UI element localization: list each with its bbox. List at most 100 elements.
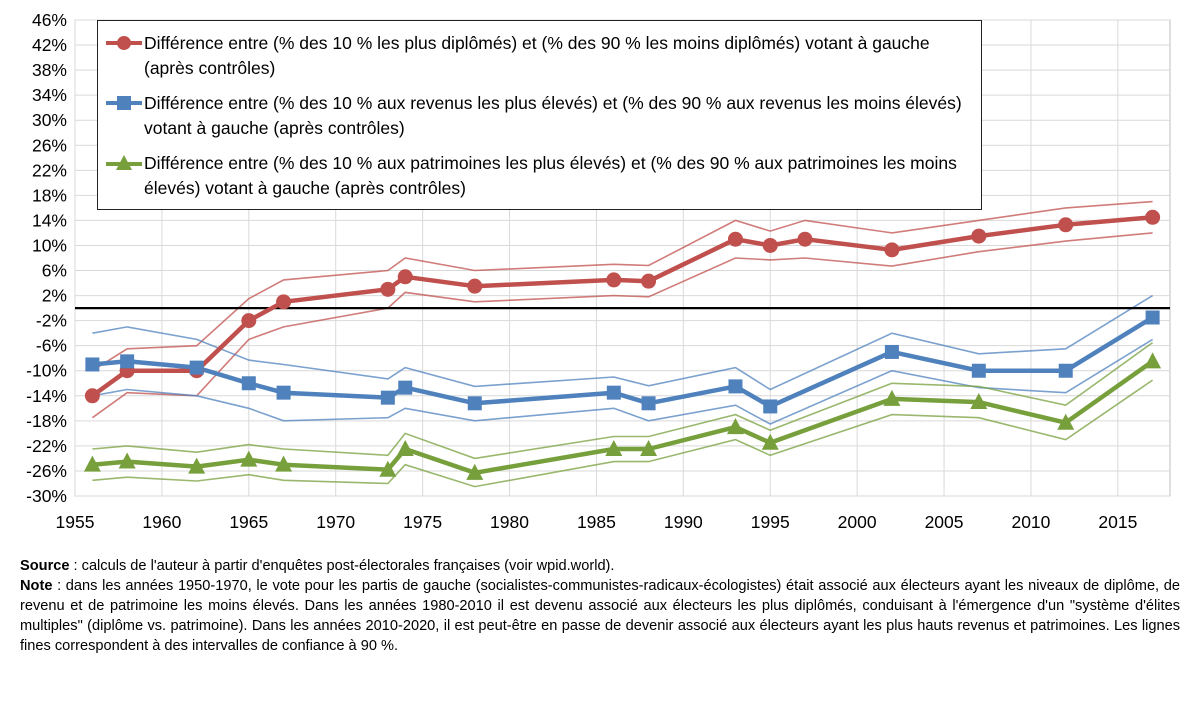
line-chart: 46% 42% 38% 34% 30% 26% 22% 18% 14% 10% 6% 2% -2% -6%… — [26, 10, 1171, 532]
source-text: : calculs de l'auteur à partir d'enquête… — [69, 558, 615, 574]
data-point-triangle — [970, 393, 988, 410]
y-tick-label: 6% — [42, 261, 67, 281]
legend: Différence entre (% des 10 % les plus di… — [97, 20, 982, 210]
x-tick-label: 1970 — [316, 512, 355, 532]
x-tick-label: 2005 — [925, 512, 964, 532]
data-point-circle — [884, 242, 900, 258]
x-tick-label: 1975 — [403, 512, 442, 532]
legend-triangle-marker-icon — [106, 155, 142, 170]
data-point-square — [276, 385, 291, 400]
y-axis-tick-labels: 46% 42% 38% 34% 30% 26% 22% 18% 14% 10% 6% 2% -2% -6%… — [26, 10, 67, 506]
y-tick-label: 26% — [32, 135, 67, 155]
x-tick-label: 1980 — [490, 512, 529, 532]
x-tick-label: 1960 — [142, 512, 181, 532]
data-point-square — [398, 380, 413, 395]
data-point-triangle — [118, 452, 136, 469]
x-tick-label: 1990 — [664, 512, 703, 532]
y-tick-label: -14% — [26, 386, 67, 406]
data-point-square — [241, 376, 256, 391]
ci-upper-line — [92, 341, 1154, 460]
ci-lower-line — [92, 338, 1154, 425]
confidence-interval-lines — [91, 200, 1154, 488]
data-point-circle — [467, 278, 483, 294]
data-point-circle — [1145, 209, 1161, 225]
data-point-triangle — [396, 440, 414, 457]
y-tick-label: 42% — [32, 35, 67, 55]
data-point-square — [380, 390, 395, 405]
y-tick-label: 10% — [32, 235, 67, 255]
y-tick-label: -26% — [26, 461, 67, 481]
data-point-square — [85, 357, 100, 372]
x-tick-label: 2010 — [1011, 512, 1050, 532]
data-point-circle — [241, 313, 257, 329]
y-tick-label: 30% — [32, 110, 67, 130]
data-point-circle — [641, 273, 657, 289]
data-point-triangle — [883, 389, 901, 406]
y-tick-label: 38% — [32, 60, 67, 80]
data-point-circle — [727, 231, 743, 247]
x-tick-label: 1955 — [56, 512, 95, 532]
y-tick-label: 2% — [42, 286, 67, 306]
x-tick-label: 1965 — [229, 512, 268, 532]
legend-label-diplome: Différence entre (% des 10 % les plus di… — [144, 33, 930, 78]
data-point-square — [120, 354, 135, 369]
y-tick-label: 46% — [32, 10, 67, 30]
data-point-triangle — [275, 455, 293, 472]
note-text: : dans les années 1950-1970, le vote pou… — [20, 578, 1180, 654]
data-point-square — [467, 396, 482, 411]
data-point-circle — [380, 281, 396, 297]
legend-square-marker-icon — [106, 96, 142, 110]
data-point-square — [763, 399, 778, 414]
data-point-circle — [276, 294, 292, 310]
series-markers — [83, 209, 1162, 480]
data-point-circle — [397, 269, 413, 285]
data-point-square — [971, 363, 986, 378]
data-point-square — [1058, 363, 1073, 378]
note-label: Note — [20, 578, 53, 594]
x-tick-label: 1995 — [751, 512, 790, 532]
data-point-triangle — [640, 440, 658, 457]
data-point-square — [1145, 310, 1160, 325]
y-tick-label: -30% — [26, 486, 67, 506]
data-point-triangle — [379, 460, 397, 477]
x-tick-label: 2000 — [838, 512, 877, 532]
y-tick-label: -10% — [26, 361, 67, 381]
data-point-triangle — [83, 455, 101, 472]
data-point-square — [189, 360, 204, 375]
data-point-circle — [606, 272, 622, 288]
data-point-square — [728, 379, 743, 394]
data-point-triangle — [1057, 413, 1075, 430]
y-tick-label: 18% — [32, 185, 67, 205]
data-point-square — [884, 344, 899, 359]
series-line — [90, 315, 1155, 409]
notes-block: Source : calculs de l'auteur à partir d'… — [20, 556, 1180, 656]
ci-lower-line — [92, 379, 1154, 488]
data-point-triangle — [188, 457, 206, 474]
data-point-triangle — [466, 463, 484, 480]
y-tick-label: -18% — [26, 411, 67, 431]
data-point-triangle — [605, 440, 623, 457]
source-line: Source : calculs de l'auteur à partir d'… — [20, 556, 1180, 576]
y-tick-label: -2% — [36, 311, 67, 331]
y-tick-label: -6% — [36, 336, 67, 356]
x-axis-tick-labels: 1955 1960 1965 1970 1975 1980 1985 1990 1995 2000… — [56, 512, 1138, 532]
data-point-triangle — [761, 433, 779, 450]
data-point-circle — [971, 228, 987, 244]
y-tick-label: 22% — [32, 160, 67, 180]
note-paragraph: Note : dans les années 1950-1970, le vot… — [20, 576, 1180, 656]
series-lines — [90, 215, 1155, 476]
data-point-circle — [1058, 217, 1074, 233]
ci-lower-line — [91, 232, 1153, 419]
series-line — [90, 359, 1155, 476]
data-point-circle — [797, 231, 813, 247]
legend-label-patrimoine: Différence entre (% des 10 % aux patrimo… — [144, 153, 957, 198]
legend-label-revenu: Différence entre (% des 10 % aux revenus… — [144, 93, 962, 138]
data-point-square — [641, 396, 656, 411]
x-tick-label: 2015 — [1098, 512, 1137, 532]
y-tick-label: 34% — [32, 85, 67, 105]
data-point-square — [606, 385, 621, 400]
data-point-circle — [762, 237, 778, 253]
data-point-triangle — [1144, 352, 1162, 369]
ci-upper-line — [92, 294, 1154, 391]
data-point-triangle — [726, 418, 744, 435]
